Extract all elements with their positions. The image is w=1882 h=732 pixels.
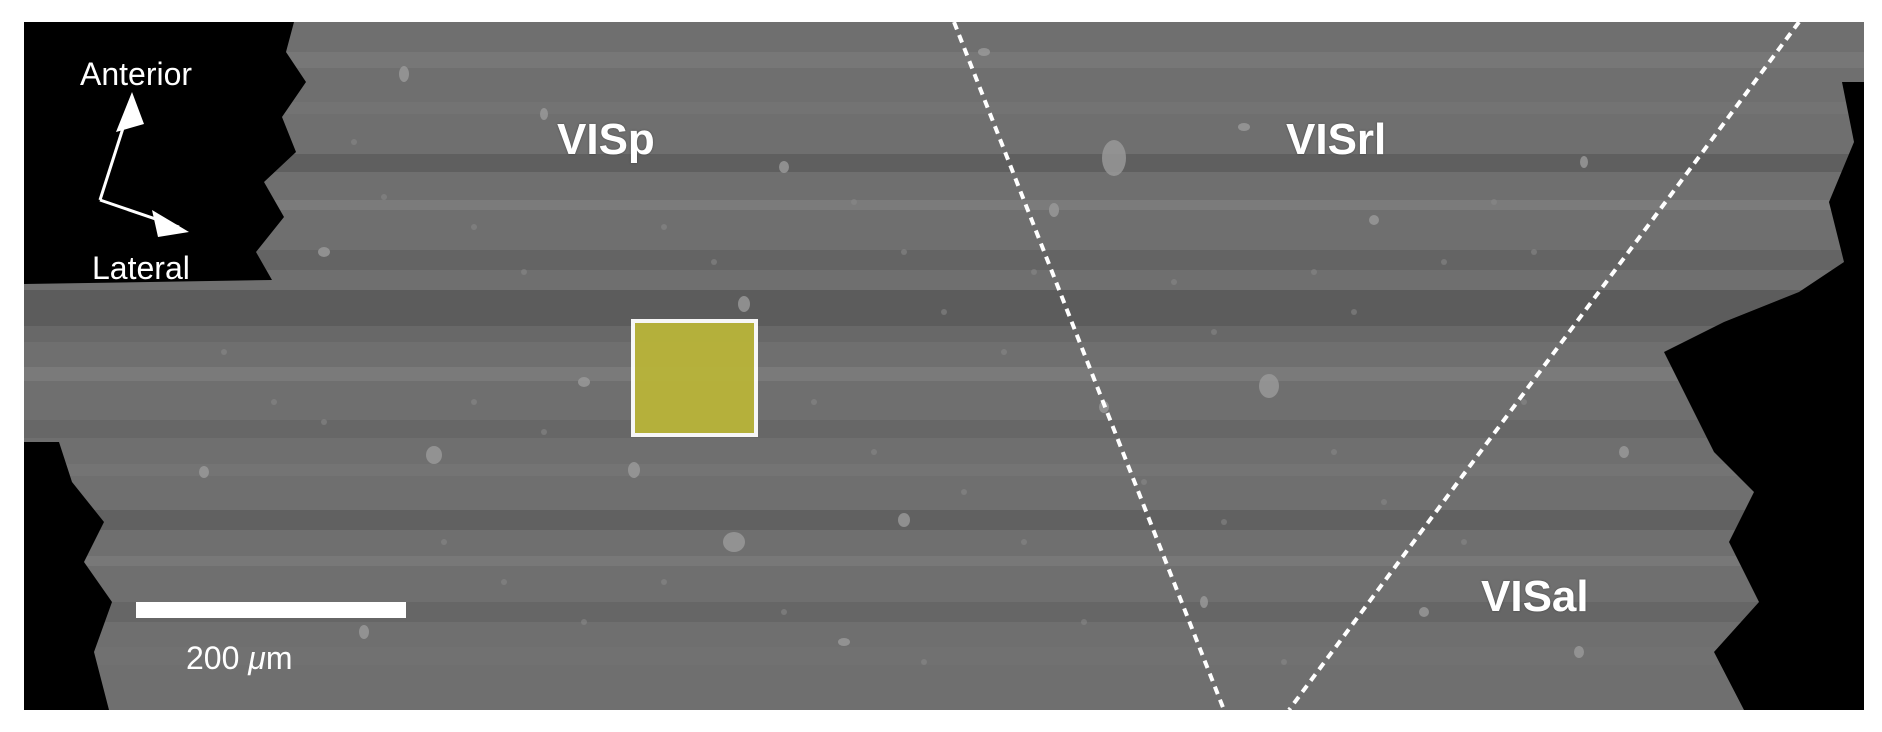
void-bottom-left [24, 442, 112, 710]
scale-bar-label: 200 μm [186, 642, 292, 674]
scale-bar-unit-prefix: μ [248, 640, 266, 676]
scale-bar-value: 200 [186, 640, 240, 676]
orientation-label-lateral: Lateral [92, 250, 190, 286]
void-right [1664, 82, 1864, 710]
micrograph-canvas [24, 22, 1864, 710]
scale-bar-unit-suffix: m [265, 640, 293, 676]
lateral-arrowhead [152, 210, 189, 237]
void-top-left [24, 22, 306, 284]
anterior-arrowhead [116, 92, 144, 132]
em-micrograph: VISp VISrl VISal Anterior Lateral 200 μm [24, 22, 1864, 710]
orientation-label-anterior: Anterior [80, 56, 193, 92]
roi-highlight-box [631, 319, 758, 437]
boundary-visp-visrl [952, 22, 1226, 710]
region-label-visp: VISp [557, 115, 655, 164]
region-label-visal: VISal [1481, 572, 1589, 621]
boundary-visrl-visal [1287, 22, 1801, 710]
region-label-visrl: VISrl [1286, 115, 1387, 164]
scale-bar [136, 602, 406, 618]
